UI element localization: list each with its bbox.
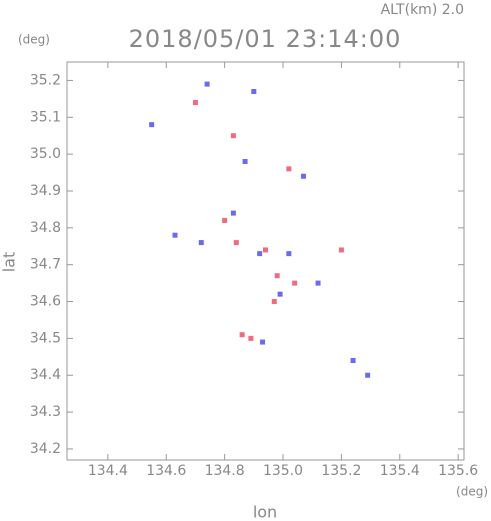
- x-unit: (deg): [456, 485, 488, 499]
- x-tick-label: 134.8: [205, 463, 245, 479]
- echo-point: [315, 280, 321, 286]
- echo-point: [242, 159, 248, 164]
- chart-title: 2018/05/01 23:14:00: [129, 25, 402, 53]
- x-tick-label: 134.6: [146, 463, 186, 479]
- echo-point: [257, 251, 263, 257]
- echo-point: [300, 173, 306, 179]
- y-unit: (deg): [18, 33, 50, 47]
- echo-point: [233, 240, 239, 246]
- echo-point: [271, 299, 277, 305]
- echo-point: [292, 280, 298, 286]
- x-tick-label: 135.2: [321, 463, 361, 479]
- x-tick-label: 135.0: [263, 463, 303, 479]
- echo-point: [251, 88, 257, 94]
- echo-point: [350, 358, 356, 363]
- echo-point: [198, 240, 204, 246]
- y-tick-label: 34.7: [30, 257, 61, 273]
- x-tick-label: 134.4: [88, 463, 128, 479]
- y-tick-label: 34.5: [30, 330, 61, 346]
- altitude-label: ALT(km) 2.0: [381, 2, 464, 18]
- echo-point: [192, 100, 198, 106]
- plot-frame: [66, 61, 465, 461]
- x-axis-label: lon: [253, 503, 277, 521]
- y-tick-label: 35.1: [30, 109, 61, 125]
- echo-point: [260, 339, 266, 345]
- y-tick-label: 34.9: [30, 183, 61, 199]
- echo-point: [222, 217, 228, 223]
- echo-point: [277, 291, 283, 297]
- x-tick-label: 135.6: [438, 463, 478, 479]
- echo-point: [286, 166, 292, 172]
- echo-point: [274, 273, 280, 279]
- echo-point: [230, 210, 236, 216]
- y-tick-label: 34.3: [30, 404, 61, 420]
- echo-point: [204, 81, 210, 87]
- echo-point: [172, 232, 178, 238]
- y-axis-label: lat: [0, 252, 19, 273]
- y-tick-label: 35.0: [30, 146, 61, 162]
- echo-point: [248, 335, 254, 341]
- echo-point: [230, 133, 236, 139]
- echo-point: [365, 372, 371, 378]
- y-tick-label: 34.4: [30, 367, 61, 383]
- y-tick-label: 34.6: [30, 294, 61, 310]
- echo-point: [338, 247, 344, 253]
- y-tick-label: 34.8: [30, 220, 61, 236]
- echo-point: [149, 122, 155, 128]
- echo-point: [263, 247, 268, 253]
- y-tick-label: 34.2: [30, 441, 61, 457]
- x-tick-label: 135.4: [380, 463, 420, 479]
- y-tick-label: 35.2: [30, 72, 61, 88]
- echo-point: [286, 251, 292, 257]
- echo-point: [239, 332, 245, 338]
